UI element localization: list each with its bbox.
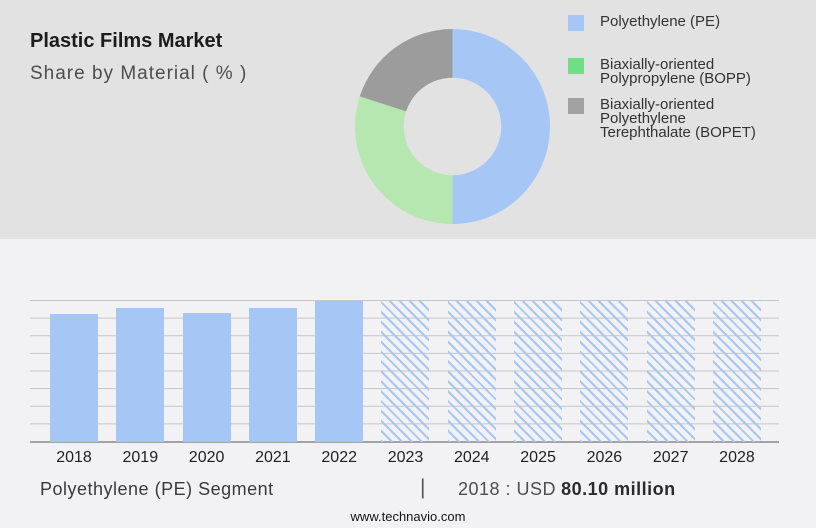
x-axis-label-2019: 2019 [122,449,159,466]
footer-divider: | [420,476,426,499]
legend-label: Biaxially-oriented Polyethylene Terephthal… [600,96,756,141]
bar-2019 [116,308,165,442]
x-axis-label-2026: 2026 [586,449,623,466]
x-axis-label-2021: 2021 [255,449,291,466]
bar-2023 [381,301,430,442]
bar-2021 [248,308,297,442]
bars [50,301,761,442]
legend-item-3: Biaxially-oriented Polyethylene Terephthal… [568,96,804,141]
donut-slice-2 [355,96,453,224]
legend-swatch-icon [568,58,584,74]
bar-2028 [712,301,761,442]
x-axis-label-2025: 2025 [520,449,556,466]
title-block: Plastic Films Market Share by Material (… [30,30,247,85]
value-amount: 80.10 million [561,479,676,499]
bar-2020 [182,313,231,442]
footer: Polyethylene (PE) Segment | 2018 : USD 80… [40,476,776,505]
legend-item-2: Biaxially-oriented Polypropylene (BOPP) [568,56,804,87]
legend-swatch-icon [568,15,584,31]
legend-label: Polyethylene (PE) [600,13,721,30]
bar-2025 [514,301,563,442]
header-panel: Plastic Films Market Share by Material (… [0,0,816,239]
page-subtitle: Share by Material ( % ) [30,63,248,84]
donut-slice-1 [452,29,550,224]
x-axis-label-2027: 2027 [652,449,689,466]
x-axis-label-2028: 2028 [719,449,755,466]
donut-slice-3 [359,29,453,112]
website-link[interactable]: www.technavio.com [350,509,466,524]
x-axis-label-2018: 2018 [56,449,92,466]
legend-label: Biaxially-oriented Polypropylene (BOPP) [600,56,751,87]
bar-2022 [315,301,364,442]
donut-legend: Polyethylene (PE) Biaxially-oriented Polyp… [568,13,804,152]
value-prefix: 2018 : USD [458,479,557,499]
bar-2026 [580,301,629,442]
x-axis-label-2022: 2022 [321,449,357,466]
bar-2024 [447,301,496,442]
x-axis-labels: 2018 2019 2020 2021 2022 2023 2024 2025 2026 2027… [50,449,761,467]
x-axis-label-2023: 2023 [387,449,424,466]
chart-panel: 2018 2019 2020 2021 2022 2023 2024 2025 2026 2027… [0,239,816,528]
page-title: Plastic Films Market [30,30,223,52]
value-text: 2018 : USD 80.10 million [458,479,676,500]
legend-swatch-icon [568,98,584,114]
donut-chart [355,29,550,224]
segment-label: Polyethylene (PE) Segment [40,479,274,499]
legend-item-1: Polyethylene (PE) [568,13,804,31]
bar-2018 [50,313,98,442]
bar-2027 [646,301,695,442]
x-axis-label-2024: 2024 [453,449,490,466]
x-axis-label-2020: 2020 [188,449,225,466]
